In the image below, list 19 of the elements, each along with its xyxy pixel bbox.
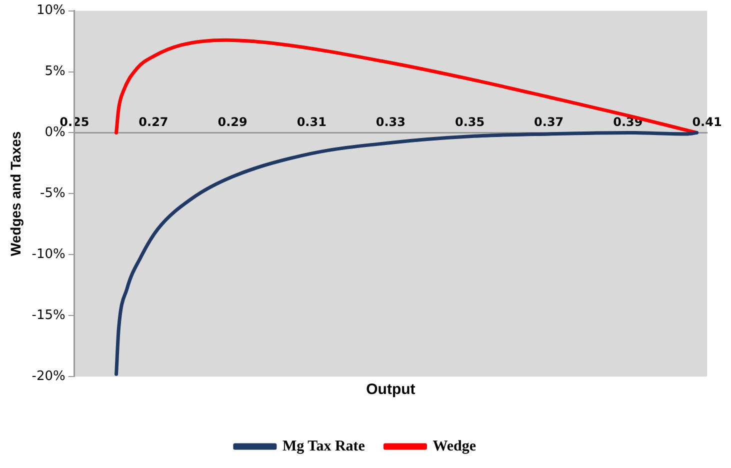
y-tick-label: 5% [44, 64, 66, 80]
x-tick-label: 0.33 [376, 115, 406, 130]
y-tick-label: 0% [44, 125, 66, 140]
x-tick-label: 0.31 [296, 115, 326, 130]
legend-label: Mg Tax Rate [282, 438, 366, 454]
y-axis-title: Wedges and Taxes [7, 131, 24, 256]
y-tick-label: -20% [32, 368, 66, 384]
x-tick-label: 0.29 [218, 115, 248, 130]
legend-label: Wedge [432, 438, 476, 454]
y-tick-label: 10% [36, 3, 66, 18]
line-series [114, 130, 698, 376]
x-tick-label: 0.37 [534, 115, 564, 130]
x-tick-label: 0.27 [138, 115, 168, 130]
x-axis-title: Output [366, 381, 416, 398]
x-tick-label: 0.41 [692, 115, 722, 130]
y-tick-label: -5% [40, 186, 66, 202]
x-tick-label: 0.35 [454, 115, 485, 130]
y-tick-label: -10% [32, 247, 66, 262]
y-tick-label: -15% [32, 308, 66, 324]
